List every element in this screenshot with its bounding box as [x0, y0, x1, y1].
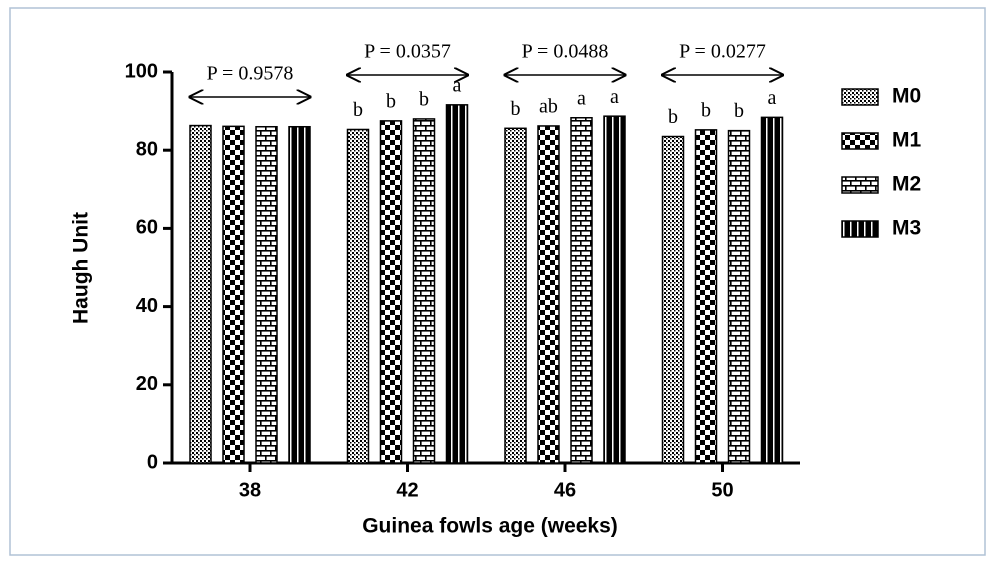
- y-tick-label: 20: [136, 373, 158, 395]
- x-axis-title: Guinea fowls age (weeks): [362, 515, 618, 538]
- x-tick-label: 46: [554, 479, 576, 501]
- p-value: P = 0.0488: [522, 41, 609, 63]
- p-value: P = 0.9578: [207, 63, 294, 85]
- bar: [661, 135, 685, 464]
- significance-letter: ab: [539, 96, 558, 118]
- significance-letter: a: [768, 87, 777, 109]
- bar: [222, 125, 245, 464]
- y-tick-label: 80: [136, 138, 158, 160]
- significance-letter: a: [453, 74, 462, 96]
- bar: [760, 116, 784, 464]
- significance-letter: b: [419, 89, 429, 111]
- y-tick-label: 40: [136, 295, 158, 317]
- legend-label: M3: [892, 217, 921, 240]
- x-tick-label: 50: [711, 479, 733, 501]
- bar: [445, 104, 469, 464]
- y-tick-label: 100: [125, 60, 158, 82]
- bar: [727, 129, 751, 464]
- bar: [379, 120, 403, 464]
- significance-letter: b: [668, 106, 678, 128]
- p-value: P = 0.0277: [679, 41, 766, 63]
- significance-letter: b: [734, 100, 744, 122]
- significance-letter: a: [610, 86, 619, 108]
- x-tick-label: 42: [396, 479, 418, 501]
- bar: [504, 127, 527, 464]
- x-tick-label: 38: [239, 479, 261, 501]
- significance-letter: b: [511, 98, 521, 120]
- legend-swatch: [841, 132, 879, 150]
- legend-label: M1: [892, 129, 921, 152]
- significance-letter: b: [386, 90, 396, 112]
- bar: [288, 125, 311, 464]
- y-tick-label: 60: [136, 217, 158, 239]
- significance-letter: a: [577, 87, 586, 109]
- legend-label: M2: [892, 173, 921, 196]
- bar: [189, 124, 212, 464]
- p-value: P = 0.0357: [364, 41, 451, 63]
- legend-swatch: [841, 88, 879, 106]
- bar: [694, 129, 718, 464]
- bar: [412, 118, 436, 464]
- legend-label: M0: [892, 85, 921, 108]
- significance-letter: b: [353, 99, 363, 121]
- legend-swatch: [841, 220, 879, 238]
- y-tick-label: 0: [147, 451, 158, 473]
- bar: [603, 115, 626, 464]
- bar: [346, 128, 370, 464]
- legend-swatch: [841, 176, 879, 194]
- bar: [570, 116, 593, 464]
- significance-letter: b: [701, 99, 711, 121]
- bar: [255, 125, 278, 464]
- bar: [537, 125, 560, 464]
- y-axis-title: Haugh Unit: [70, 212, 93, 324]
- frame: [9, 7, 986, 556]
